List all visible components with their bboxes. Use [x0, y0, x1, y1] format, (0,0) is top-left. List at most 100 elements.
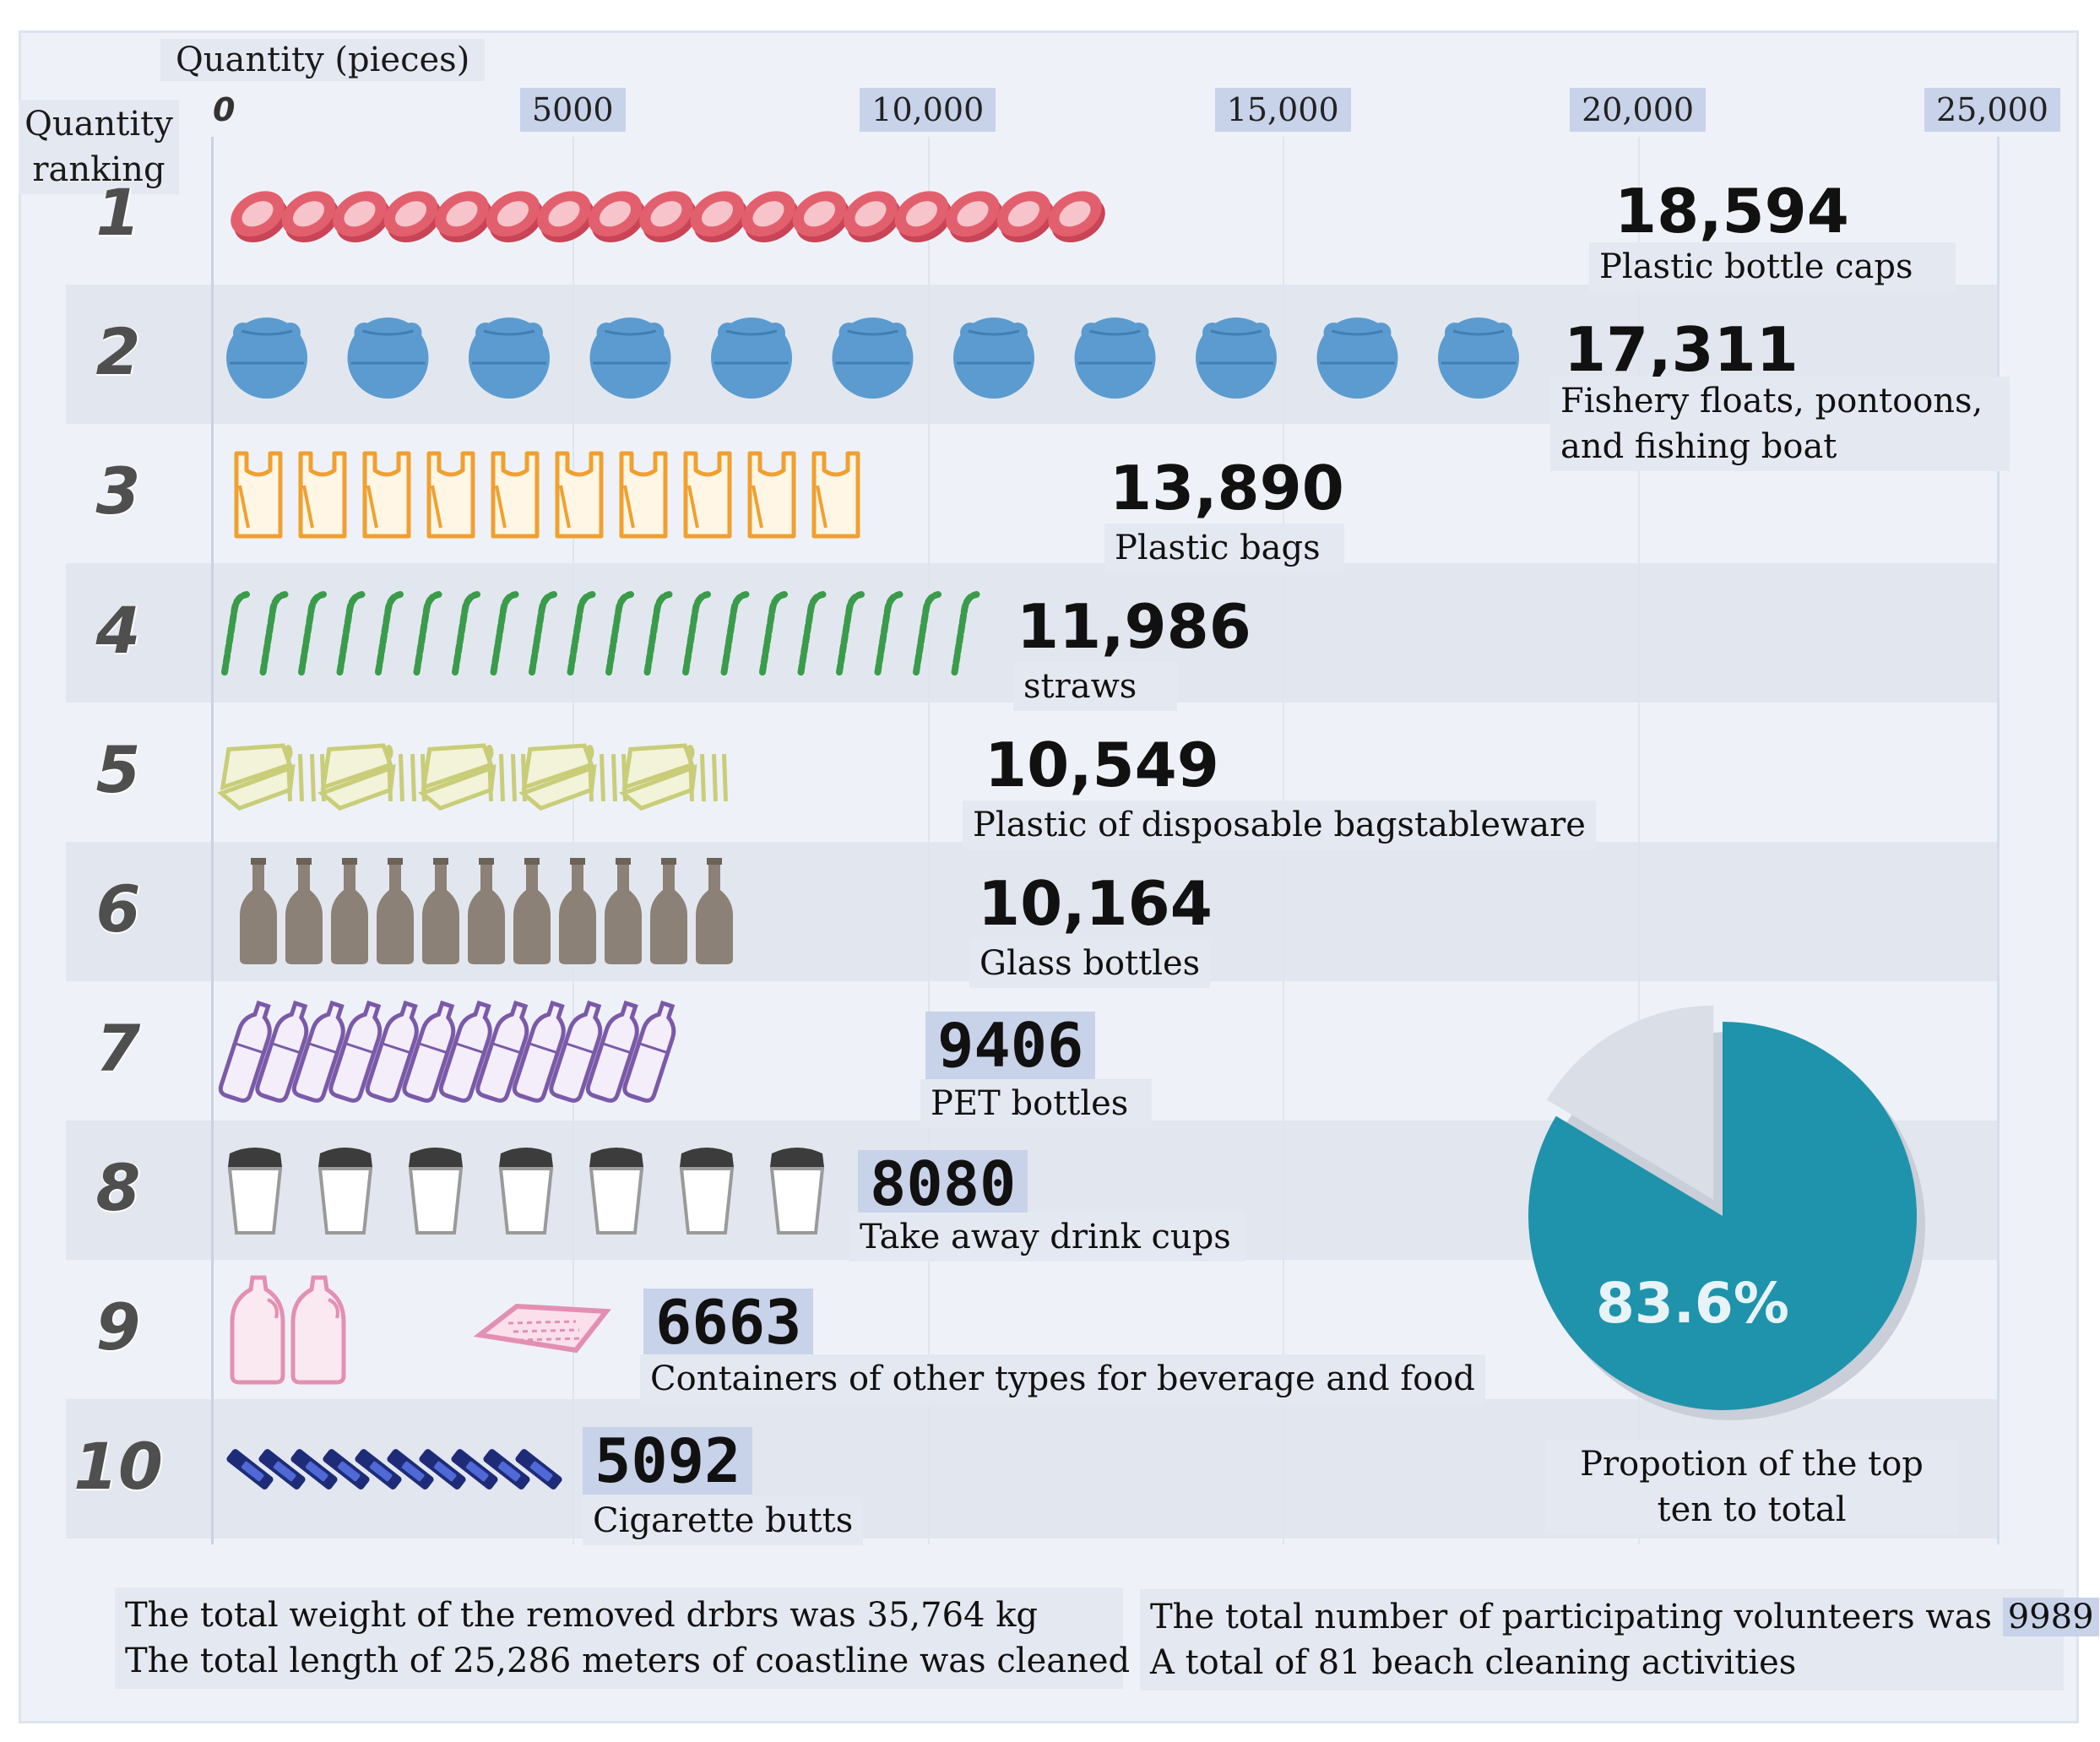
straw-icon	[797, 590, 827, 676]
glass-bottle-icon	[331, 857, 368, 964]
category-label: Cigarette butts	[583, 1496, 864, 1545]
drink-cup-icon	[317, 1147, 373, 1235]
straw-icon	[951, 590, 980, 676]
bottle-cap-icon-group	[231, 190, 1105, 242]
fishing-float-icon	[1196, 317, 1277, 399]
glass-bottle-icon	[605, 857, 642, 964]
volunteers-count: 9989	[2002, 1598, 2099, 1636]
bottle-cap-icon	[741, 190, 799, 242]
tableware-icon	[384, 744, 426, 801]
pet-bottle-icon	[622, 1000, 676, 1103]
x-tick-label: 0	[213, 91, 236, 128]
volunteers-label: The total number of participating volunt…	[1150, 1598, 2003, 1636]
cigarette-butt-icon	[258, 1448, 306, 1490]
category-label-line: and fishing boat	[1560, 427, 1837, 466]
cigarette-butt-icon	[290, 1448, 338, 1490]
bottle-cap-icon	[690, 190, 748, 242]
x-axis-title: Quantity (pieces)	[160, 39, 486, 81]
glass-bottle-icon	[240, 857, 277, 964]
bottle-cap-icon	[486, 190, 544, 242]
footer-right: The total number of participating volunt…	[1140, 1589, 2099, 1690]
drink-cup-icon	[408, 1147, 464, 1235]
pet-bottle-icon	[585, 1000, 639, 1103]
fishing-float-icon	[469, 317, 550, 399]
plastic-bag-icon	[683, 451, 732, 538]
tableware-icon	[217, 742, 296, 811]
cigarette-butt-icon	[355, 1448, 402, 1490]
rank-label: 4	[95, 592, 141, 668]
glass-bottle-icon	[468, 857, 505, 964]
pet-bottle-icon	[438, 1000, 492, 1103]
category-label-line: Containers of other types for beverage a…	[650, 1359, 1475, 1398]
pictograph-row	[240, 857, 733, 964]
rank-label: 9	[95, 1289, 141, 1365]
rank-label: 10	[73, 1428, 163, 1504]
fishing-float-icon	[711, 317, 792, 399]
straw-icon	[913, 590, 941, 676]
straw-icon	[413, 590, 442, 676]
bottle-cap-icon	[435, 190, 492, 242]
bottle-cap-icon	[946, 190, 1003, 242]
pictograph-row	[231, 190, 1105, 242]
pet-bottle-icon-group	[218, 1000, 676, 1103]
category-label-line: Fishery floats, pontoons,	[1560, 382, 1983, 421]
rank-label: 1	[95, 174, 141, 250]
pictograph-row	[234, 451, 860, 538]
straw-icon	[759, 590, 788, 676]
pictograph-row	[218, 1000, 676, 1103]
plastic-bag-icon	[747, 451, 796, 538]
category-label-line: straws	[1023, 667, 1137, 706]
straw-icon	[605, 590, 634, 676]
straw-icon	[336, 590, 366, 676]
pie-caption: Propotion of the top ten to total	[1545, 1440, 1958, 1534]
glass-bottle-icon	[377, 857, 414, 964]
gridline	[572, 137, 575, 1544]
cigarette-butt-icon	[515, 1448, 562, 1490]
category-label-line: Plastic of disposable bagstableware	[973, 806, 1586, 844]
total-weight-text: The total weight of the removed drbrs wa…	[125, 1596, 1039, 1635]
bottle-cap-icon	[894, 190, 952, 242]
pictograph-row	[226, 1448, 562, 1490]
category-label-line: Take away drink cups	[860, 1218, 1231, 1256]
glass-bottle-icon	[513, 857, 551, 964]
pet-bottle-icon	[365, 1000, 419, 1103]
fishing-float-icon	[226, 317, 307, 399]
plastic-bag-icon	[811, 451, 860, 538]
fishing-float-icon	[1074, 317, 1156, 399]
category-label-line: Glass bottles	[979, 944, 1201, 983]
fishing-float-icon	[589, 317, 671, 399]
data-value-label: 18,594	[1614, 176, 1849, 247]
plastic-bag-icon	[362, 451, 411, 538]
pet-bottle-icon	[475, 1000, 529, 1103]
pie-chart	[1528, 1005, 1925, 1420]
fishing-float-icon	[1316, 317, 1398, 399]
drink-cup-icon	[498, 1147, 554, 1235]
plastic-bag-icon	[426, 451, 475, 538]
plastic-bag-icon-group	[234, 451, 860, 538]
food-container-icon-group	[230, 1275, 611, 1384]
drink-cup-icon-group	[227, 1147, 825, 1235]
category-label: Plastic bags	[1104, 524, 1344, 573]
x-tick-label: 25,000	[1924, 88, 2060, 132]
bottle-cap-icon	[537, 190, 594, 242]
category-label: Plastic bottle caps	[1589, 242, 1956, 291]
bottle-cap-icon	[844, 190, 901, 242]
category-label-line: Cigarette butts	[593, 1501, 854, 1540]
glass-bottle-icon	[559, 857, 596, 964]
pet-bottle-icon	[549, 1000, 603, 1103]
drink-cup-icon	[227, 1147, 283, 1235]
drink-cup-icon	[679, 1147, 735, 1235]
category-label-line: Plastic bags	[1115, 529, 1321, 567]
plastic-bag-icon	[491, 451, 540, 538]
drink-cup-icon	[769, 1147, 825, 1235]
tableware-icon	[585, 744, 627, 801]
rank-label: 3	[95, 453, 141, 529]
category-label-line: PET bottles	[931, 1084, 1129, 1123]
fishing-float-icon-group	[226, 317, 1519, 399]
category-label: Fishery floats, pontoons, and fishing boa…	[1550, 377, 2010, 471]
pie-caption-line: ten to total	[1657, 1490, 1847, 1529]
x-tick-label: 10,000	[860, 88, 996, 132]
plastic-bag-icon	[234, 451, 283, 538]
plastic-bag-icon	[555, 451, 604, 538]
rank-label: 2	[95, 313, 141, 389]
